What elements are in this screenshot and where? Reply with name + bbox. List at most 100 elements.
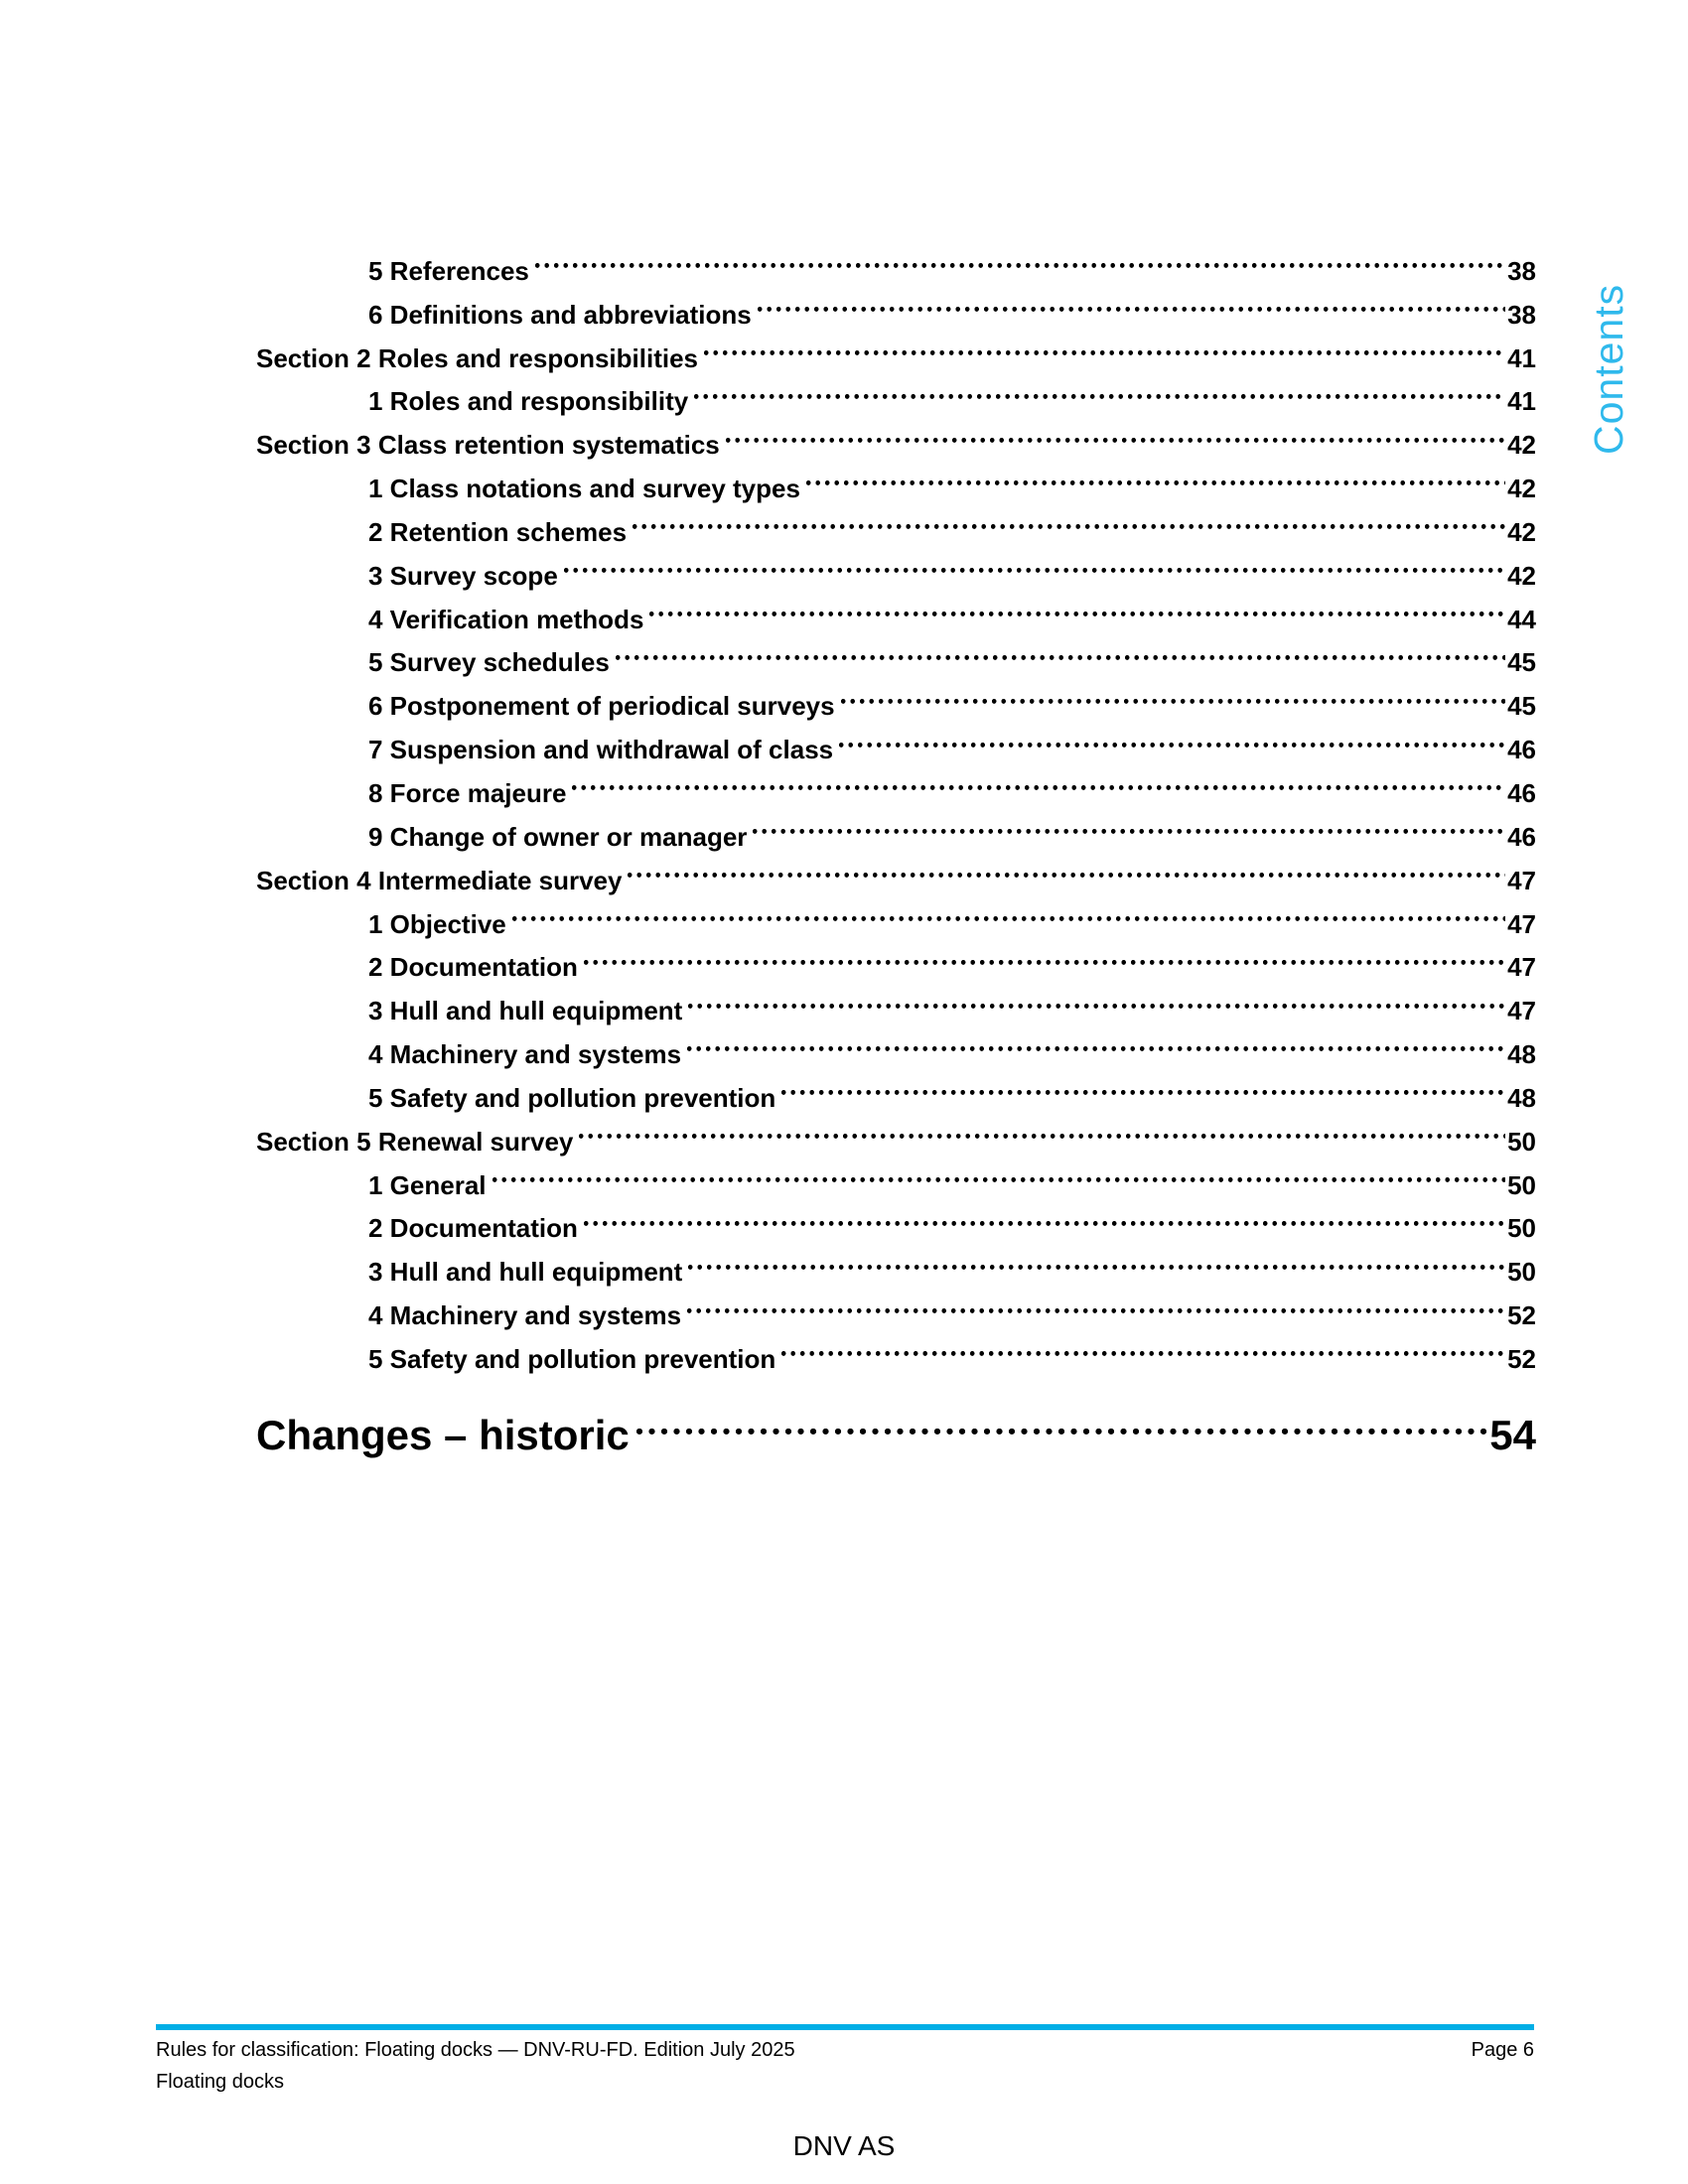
toc-entry[interactable]: Section 3 Class retention systematics 42 xyxy=(256,410,1536,460)
dot-leader xyxy=(561,540,1506,585)
toc-entry[interactable]: 4 Machinery and systems 48 xyxy=(256,1020,1536,1069)
toc-entry-label: 2 Documentation xyxy=(368,1213,578,1244)
toc-entry-page: 52 xyxy=(1507,1343,1536,1374)
dot-leader xyxy=(702,323,1506,367)
toc-entry[interactable]: 3 Hull and hull equipment 47 xyxy=(256,976,1536,1025)
toc-entry-page: 47 xyxy=(1507,908,1536,939)
toc-entry-page: 50 xyxy=(1507,1126,1536,1157)
dot-leader xyxy=(647,584,1506,628)
dot-leader xyxy=(509,888,1506,933)
toc-entry-page: 42 xyxy=(1507,560,1536,591)
toc-entry[interactable]: 3 Hull and hull equipment 50 xyxy=(256,1237,1536,1287)
dot-leader xyxy=(685,1020,1506,1064)
toc-entry[interactable]: 6 Definitions and abbreviations 38 xyxy=(256,279,1536,330)
toc-entry-page: 50 xyxy=(1507,1213,1536,1244)
toc-entry-page: 41 xyxy=(1507,386,1536,417)
toc-entry[interactable]: 4 Machinery and systems 52 xyxy=(256,1281,1536,1330)
toc-entry[interactable]: 5 Safety and pollution prevention 48 xyxy=(256,1063,1536,1113)
toc-entry[interactable]: 1 Objective 47 xyxy=(256,888,1536,939)
toc-entry-page: 42 xyxy=(1507,474,1536,504)
toc-entry[interactable]: 1 General 50 xyxy=(256,1150,1536,1200)
toc-entry-page: 47 xyxy=(1507,865,1536,895)
dot-leader xyxy=(692,366,1506,411)
toc-entry-page: 46 xyxy=(1507,821,1536,852)
toc-entry-label: 3 Hull and hull equipment xyxy=(368,1257,683,1288)
toc-entry-label: 4 Verification methods xyxy=(368,604,644,634)
dot-leader xyxy=(755,279,1506,324)
toc-entry-label: 4 Machinery and systems xyxy=(368,1039,682,1070)
dot-leader xyxy=(838,671,1506,716)
toc-entry-page: 46 xyxy=(1507,777,1536,808)
toc-entry[interactable]: 3 Survey scope 42 xyxy=(256,540,1536,591)
toc-entry-page: 48 xyxy=(1507,1082,1536,1113)
toc-entry-page: 46 xyxy=(1507,735,1536,765)
toc-entry-label: 3 Hull and hull equipment xyxy=(368,996,683,1026)
toc-entry-label: 6 Definitions and abbreviations xyxy=(368,299,752,330)
toc-entry[interactable]: 4 Verification methods 44 xyxy=(256,584,1536,634)
toc-entry-label: 1 Roles and responsibility xyxy=(368,386,689,417)
contents-sidebar-label: Contents xyxy=(1586,283,1631,455)
dot-leader xyxy=(577,1106,1506,1151)
table-of-contents: 5 References 38 6 Definitions and abbrevia… xyxy=(256,236,1536,1374)
toc-entry[interactable]: 6 Postponement of periodical surveys 45 xyxy=(256,671,1536,721)
toc-entry-label: 4 Machinery and systems xyxy=(368,1300,682,1331)
toc-entry-label: Section 2 Roles and responsibilities xyxy=(256,342,699,373)
footer-part-title: Floating docks xyxy=(156,2071,284,2093)
toc-entry[interactable]: 5 Survey schedules 45 xyxy=(256,627,1536,677)
toc-entry-label: 6 Postponement of periodical surveys xyxy=(368,691,835,722)
toc-entry-label: Changes – historic xyxy=(256,1412,630,1458)
toc-entry[interactable]: 5 Safety and pollution prevention 52 xyxy=(256,1324,1536,1374)
dot-leader xyxy=(803,454,1506,498)
dot-leader xyxy=(633,1392,1490,1449)
toc-entry[interactable]: 1 Roles and responsibility 41 xyxy=(256,366,1536,416)
toc-entry-page: 50 xyxy=(1507,1169,1536,1200)
footer-publisher: DNV AS xyxy=(792,2130,896,2161)
dot-leader xyxy=(686,976,1506,1021)
footer: Rules for classification: Floating docks… xyxy=(156,2035,1534,2065)
toc-entry[interactable]: 2 Documentation 50 xyxy=(256,1193,1536,1243)
toc-entry-label: 1 General xyxy=(368,1169,487,1200)
toc-entry-page: 52 xyxy=(1507,1300,1536,1331)
toc-entry-label: 1 Objective xyxy=(368,908,506,939)
toc-entry-label: 8 Force majeure xyxy=(368,777,567,808)
toc-entry-page: 41 xyxy=(1507,342,1536,373)
toc-entry-changes-historic[interactable]: Changes – historic 54 xyxy=(256,1392,1536,1458)
dot-leader xyxy=(532,236,1506,280)
toc-entry-page: 50 xyxy=(1507,1257,1536,1288)
footer-page-number: Page 6 xyxy=(1471,2039,1534,2061)
dot-leader xyxy=(581,1193,1506,1238)
dot-leader xyxy=(490,1150,1506,1194)
dot-leader xyxy=(779,1063,1506,1107)
dot-leader xyxy=(686,1237,1506,1282)
dot-leader xyxy=(837,715,1506,759)
dot-leader xyxy=(779,1324,1506,1368)
toc-entry-page: 45 xyxy=(1507,647,1536,678)
dot-leader xyxy=(613,627,1506,672)
toc-entry-label: 5 Survey schedules xyxy=(368,647,610,678)
toc-entry-page: 42 xyxy=(1507,516,1536,547)
dot-leader xyxy=(626,845,1506,889)
dot-leader xyxy=(570,758,1506,802)
toc-entry-page: 38 xyxy=(1507,299,1536,330)
toc-entry[interactable]: 2 Documentation 47 xyxy=(256,932,1536,982)
toc-entry-page: 38 xyxy=(1507,255,1536,286)
toc-entry-page: 47 xyxy=(1507,996,1536,1026)
dot-leader xyxy=(581,932,1506,977)
toc-entry-page: 54 xyxy=(1489,1412,1536,1458)
footer-divider xyxy=(156,2024,1534,2030)
toc-entry[interactable]: Section 5 Renewal survey 50 xyxy=(256,1106,1536,1157)
toc-entry-label: 2 Documentation xyxy=(368,952,578,983)
toc-entry[interactable]: Section 4 Intermediate survey 47 xyxy=(256,845,1536,895)
toc-entry-label: 3 Survey scope xyxy=(368,560,558,591)
dot-leader xyxy=(685,1281,1506,1325)
toc-entry[interactable]: 5 References 38 xyxy=(256,236,1536,286)
dot-leader xyxy=(723,410,1506,455)
toc-entry[interactable]: Section 2 Roles and responsibilities 41 xyxy=(256,323,1536,373)
toc-entry[interactable]: 2 Retention schemes 42 xyxy=(256,497,1536,547)
toc-entry-page: 48 xyxy=(1507,1039,1536,1070)
toc-entry[interactable]: 8 Force majeure 46 xyxy=(256,758,1536,808)
footer-document-title: Rules for classification: Floating docks… xyxy=(156,2039,795,2061)
toc-entry-page: 42 xyxy=(1507,430,1536,461)
toc-entry-page: 47 xyxy=(1507,952,1536,983)
